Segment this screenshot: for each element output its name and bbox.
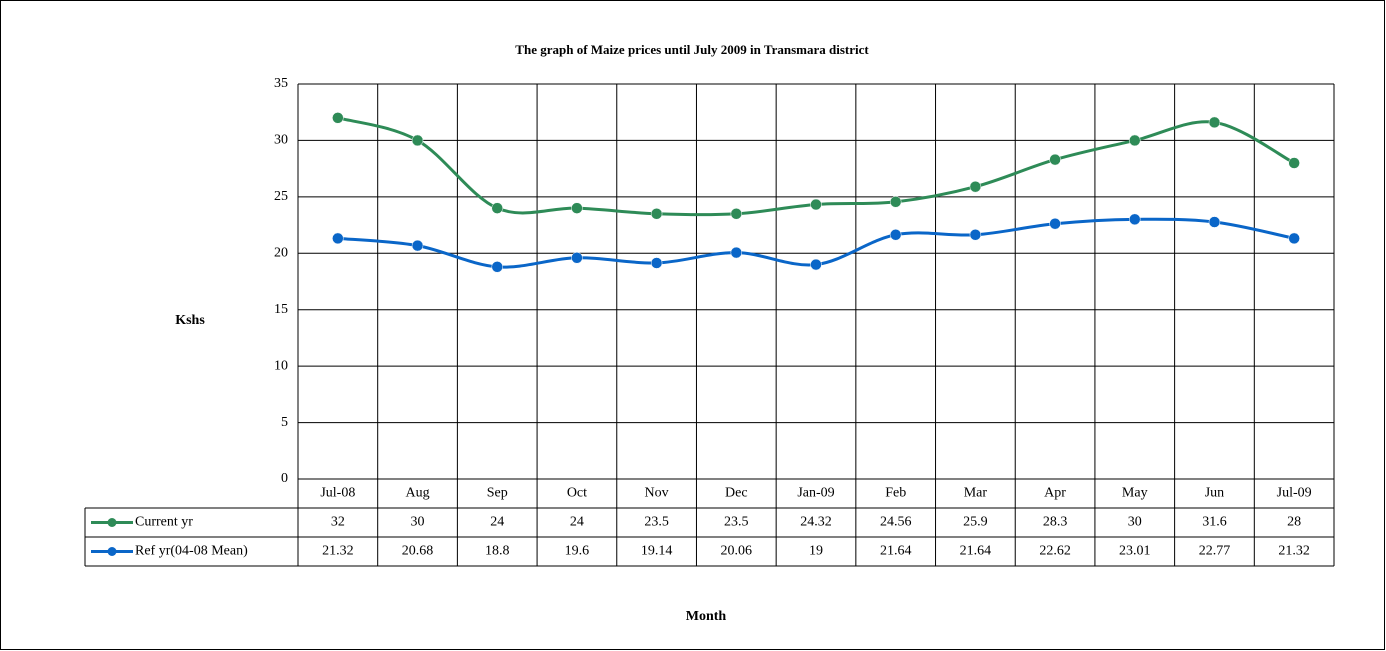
y-tick-label: 30 <box>274 133 288 148</box>
table-value: 20.68 <box>402 544 434 559</box>
x-tick-label: Oct <box>567 486 587 501</box>
data-point <box>650 257 663 269</box>
data-point <box>1049 153 1061 166</box>
data-point <box>1129 213 1141 226</box>
data-point <box>889 229 902 241</box>
x-tick-label: Jul-08 <box>320 486 355 501</box>
x-tick-label: Feb <box>885 486 906 501</box>
data-point <box>491 202 503 214</box>
x-tick-label: Jan-09 <box>797 486 834 501</box>
y-tick-label: 15 <box>274 302 288 317</box>
y-tick-label: 35 <box>274 76 288 91</box>
data-point <box>889 196 902 208</box>
x-tick-label: Dec <box>725 486 748 501</box>
y-tick-label: 0 <box>281 471 288 486</box>
table-value: 22.77 <box>1199 544 1231 559</box>
y-tick-label: 10 <box>274 358 288 373</box>
y-tick-label: 25 <box>274 189 288 204</box>
table-value: 25.9 <box>963 515 988 530</box>
x-tick-label: Jun <box>1205 486 1224 501</box>
table-value: 24.56 <box>880 515 912 530</box>
table-value: 23.01 <box>1119 544 1151 559</box>
data-point <box>332 112 344 124</box>
data-point <box>491 261 503 273</box>
y-axis-label: Kshs <box>175 313 205 328</box>
data-point <box>1288 232 1300 245</box>
table-value: 24 <box>570 515 584 530</box>
table-value: 21.32 <box>1278 544 1310 559</box>
table-value: 23.5 <box>644 515 669 530</box>
table-value: 18.8 <box>485 544 510 559</box>
table-value: 24.32 <box>800 515 832 530</box>
legend-marker <box>107 547 117 556</box>
data-point <box>1049 217 1061 230</box>
y-tick-label: 20 <box>274 246 288 261</box>
table-value: 20.06 <box>721 544 753 559</box>
data-point <box>1208 216 1221 228</box>
data-point <box>969 180 982 193</box>
y-tick-label: 5 <box>281 415 288 430</box>
legend-label: Current yr <box>135 515 193 530</box>
data-point <box>1288 157 1300 169</box>
x-tick-label: Nov <box>645 486 669 501</box>
data-point <box>411 134 424 147</box>
data-point <box>650 208 663 220</box>
chart-title: The graph of Maize prices until July 200… <box>515 42 869 57</box>
data-point <box>969 229 982 241</box>
data-point <box>411 239 424 252</box>
data-point <box>1129 134 1141 147</box>
data-point <box>730 246 743 259</box>
table-value: 21.64 <box>880 544 912 559</box>
table-value: 23.5 <box>724 515 749 530</box>
x-tick-label: Aug <box>405 486 429 501</box>
data-point <box>332 232 344 245</box>
table-value: 30 <box>411 515 425 530</box>
data-point <box>730 208 743 220</box>
table-value: 30 <box>1128 515 1142 530</box>
table-value: 21.64 <box>960 544 992 559</box>
table-value: 31.6 <box>1202 515 1227 530</box>
x-tick-label: Sep <box>487 486 508 501</box>
table-value: 28.3 <box>1043 515 1068 530</box>
table-value: 21.32 <box>322 544 354 559</box>
legend-marker <box>107 518 117 527</box>
data-point <box>571 252 583 264</box>
x-axis-label: Month <box>686 609 727 624</box>
legend-label: Ref yr(04-08 Mean) <box>135 544 248 559</box>
data-point <box>810 258 822 271</box>
x-tick-label: Apr <box>1044 486 1066 501</box>
table-value: 19.14 <box>641 544 673 559</box>
table-value: 24 <box>490 515 504 530</box>
x-tick-label: May <box>1122 486 1148 501</box>
x-tick-label: Jul-09 <box>1277 486 1312 501</box>
x-tick-label: Mar <box>964 486 988 501</box>
data-point <box>1208 116 1221 129</box>
table-value: 19.6 <box>565 544 590 559</box>
data-point <box>810 198 822 211</box>
table-value: 28 <box>1287 515 1301 530</box>
table-value: 22.62 <box>1039 544 1071 559</box>
data-point <box>571 202 583 214</box>
table-value: 32 <box>331 515 345 530</box>
table-value: 19 <box>809 544 823 559</box>
